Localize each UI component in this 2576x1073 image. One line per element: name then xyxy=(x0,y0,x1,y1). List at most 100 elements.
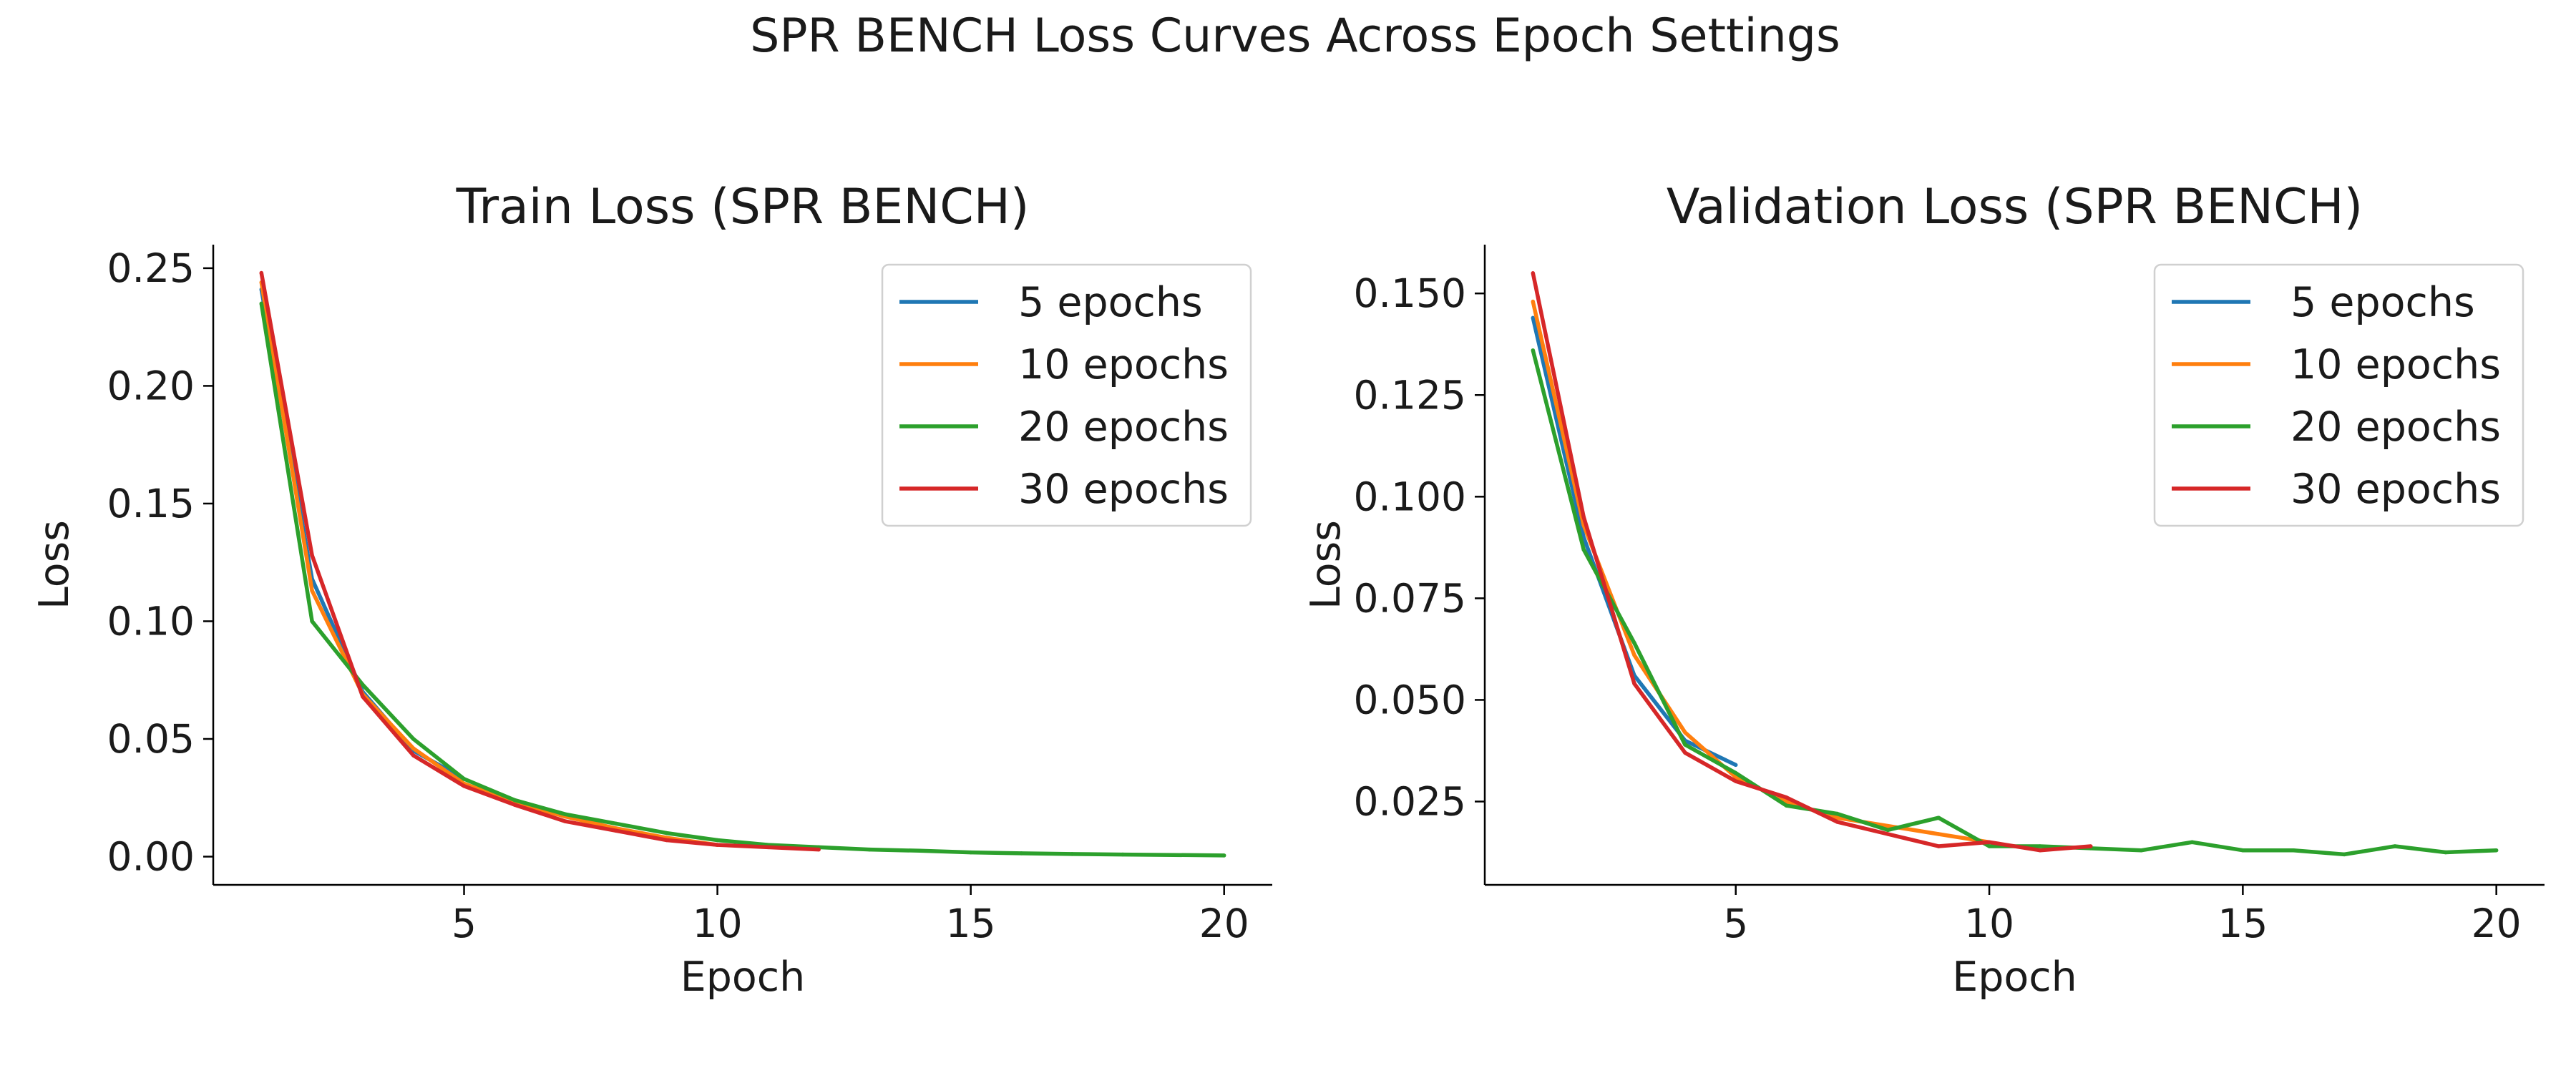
train-series-line-10-epochs xyxy=(259,282,718,847)
val-data-point-30-epochs xyxy=(1632,681,1636,686)
train-legend: 5 epochs 10 epochs 20 epochs 30 epochs xyxy=(881,263,1252,527)
val-data-point-10-epochs xyxy=(1683,730,1687,735)
train-data-point-30-epochs xyxy=(816,847,821,852)
train-data-point-20-epochs xyxy=(512,798,517,803)
train-data-point-10-epochs xyxy=(411,746,416,750)
train-loss-chart: Train Loss (SPR BENCH) 5 10 15 20 0.00 0.05 0.1… xyxy=(31,179,1272,1001)
val-data-point-20-epochs xyxy=(2240,848,2245,853)
val-y-tick-label: 0.125 xyxy=(1354,372,1466,418)
train-data-point-20-epochs xyxy=(462,777,467,781)
train-series-line-5-epochs xyxy=(259,289,465,781)
val-data-point-30-epochs xyxy=(1987,840,1991,845)
train-legend-box xyxy=(881,263,1252,527)
train-data-point-30-epochs xyxy=(665,838,669,843)
train-y-tick-label: 0.25 xyxy=(107,245,195,291)
train-y-tick-label: 0.05 xyxy=(107,716,195,762)
val-data-point-10-epochs xyxy=(1885,823,1890,828)
val-y-tick-label: 0.075 xyxy=(1354,575,1466,621)
train-data-point-20-epochs xyxy=(310,619,314,624)
val-data-point-30-epochs xyxy=(1784,795,1789,800)
train-data-point-20-epochs xyxy=(715,838,720,843)
val-data-point-30-epochs xyxy=(2038,848,2042,853)
val-data-point-10-epochs xyxy=(1936,832,1941,836)
val-data-point-5-epochs xyxy=(1531,315,1536,320)
train-data-point-30-epochs xyxy=(563,819,567,823)
val-data-point-10-epochs xyxy=(1835,815,1840,820)
train-data-point-20-epochs xyxy=(361,682,365,687)
train-chart-title: Train Loss (SPR BENCH) xyxy=(456,179,1030,235)
train-data-point-30-epochs xyxy=(614,828,618,833)
val-data-point-20-epochs xyxy=(2494,848,2499,853)
train-data-point-20-epochs xyxy=(1121,852,1125,857)
train-legend-label: 20 epochs xyxy=(1018,403,1229,451)
train-y-tick-label: 0.00 xyxy=(107,834,195,880)
val-data-point-20-epochs xyxy=(2291,848,2296,853)
train-data-point-10-epochs xyxy=(310,588,314,593)
val-data-point-5-epochs xyxy=(1734,763,1738,768)
val-data-point-20-epochs xyxy=(1936,815,1941,820)
train-x-tick-label: 10 xyxy=(693,901,743,946)
val-data-point-10-epochs xyxy=(1531,299,1536,304)
val-x-tick-label: 10 xyxy=(1964,901,2014,946)
val-legend-label: 5 epochs xyxy=(2290,279,2475,326)
val-data-point-30-epochs xyxy=(1835,820,1840,824)
train-data-point-20-epochs xyxy=(1221,853,1226,858)
val-data-point-20-epochs xyxy=(2190,840,2195,845)
train-data-point-20-epochs xyxy=(1019,851,1024,856)
val-data-point-20-epochs xyxy=(1734,770,1738,775)
train-series-line-30-epochs xyxy=(259,273,819,852)
val-data-point-10-epochs xyxy=(1734,775,1738,780)
val-data-point-20-epochs xyxy=(1632,641,1636,645)
val-chart-title: Validation Loss (SPR BENCH) xyxy=(1667,179,2363,235)
val-data-point-20-epochs xyxy=(1683,743,1687,747)
val-legend-label: 30 epochs xyxy=(2290,466,2501,513)
val-y-tick-label: 0.150 xyxy=(1354,270,1466,316)
val-y-axis-label: Loss xyxy=(1302,520,1350,609)
train-x-tick-label: 20 xyxy=(1199,901,1249,946)
val-data-point-30-epochs xyxy=(2089,844,2093,848)
train-data-point-20-epochs xyxy=(411,737,416,741)
figure-suptitle: SPR BENCH Loss Curves Across Epoch Setti… xyxy=(750,9,1840,63)
val-data-point-20-epochs xyxy=(1531,348,1536,353)
val-data-point-30-epochs xyxy=(1531,271,1536,275)
val-data-point-20-epochs xyxy=(1581,547,1586,552)
val-data-point-30-epochs xyxy=(1885,832,1890,836)
val-data-point-20-epochs xyxy=(2444,850,2448,855)
val-legend: 5 epochs 10 epochs 20 epochs 30 epochs xyxy=(2153,263,2524,527)
val-x-tick-label: 5 xyxy=(1723,901,1748,946)
train-x-axis-label: Epoch xyxy=(680,954,806,1001)
train-data-point-20-epochs xyxy=(563,812,567,817)
val-x-tick-label: 15 xyxy=(2218,901,2268,946)
val-data-point-20-epochs xyxy=(1987,844,1991,848)
train-data-point-20-epochs xyxy=(665,831,669,836)
train-legend-label: 5 epochs xyxy=(1018,279,1203,326)
val-data-point-20-epochs xyxy=(2342,852,2346,857)
train-data-point-30-epochs xyxy=(715,843,720,847)
val-data-point-20-epochs xyxy=(1784,803,1789,808)
train-x-tick-label: 5 xyxy=(452,901,477,946)
train-data-point-30-epochs xyxy=(310,553,314,558)
val-x-axis-label: Epoch xyxy=(1952,954,2077,1001)
val-y-tick-label: 0.100 xyxy=(1354,474,1466,519)
val-data-point-20-epochs xyxy=(2038,844,2042,848)
train-data-point-20-epochs xyxy=(614,821,618,826)
val-data-point-30-epochs xyxy=(1683,750,1687,755)
train-data-point-30-epochs xyxy=(512,803,517,807)
val-y-tick-label: 0.025 xyxy=(1354,779,1466,825)
val-data-point-30-epochs xyxy=(1936,844,1941,848)
val-data-point-10-epochs xyxy=(1632,653,1636,657)
val-data-point-20-epochs xyxy=(1835,811,1840,816)
train-data-point-20-epochs xyxy=(259,301,264,306)
val-x-tick-label: 20 xyxy=(2472,901,2522,946)
val-legend-label: 20 epochs xyxy=(2290,403,2501,451)
train-data-point-30-epochs xyxy=(361,695,365,699)
val-y-tick-label: 0.050 xyxy=(1354,677,1466,722)
train-data-point-20-epochs xyxy=(1070,852,1075,856)
val-data-point-20-epochs xyxy=(2393,844,2397,848)
validation-loss-chart: Validation Loss (SPR BENCH) 5 10 15 20 0.025 0… xyxy=(1302,179,2545,1001)
train-data-point-20-epochs xyxy=(867,847,872,852)
val-series-line-30-epochs xyxy=(1531,273,2092,853)
train-data-point-20-epochs xyxy=(968,850,973,855)
val-data-point-10-epochs xyxy=(1784,799,1789,804)
